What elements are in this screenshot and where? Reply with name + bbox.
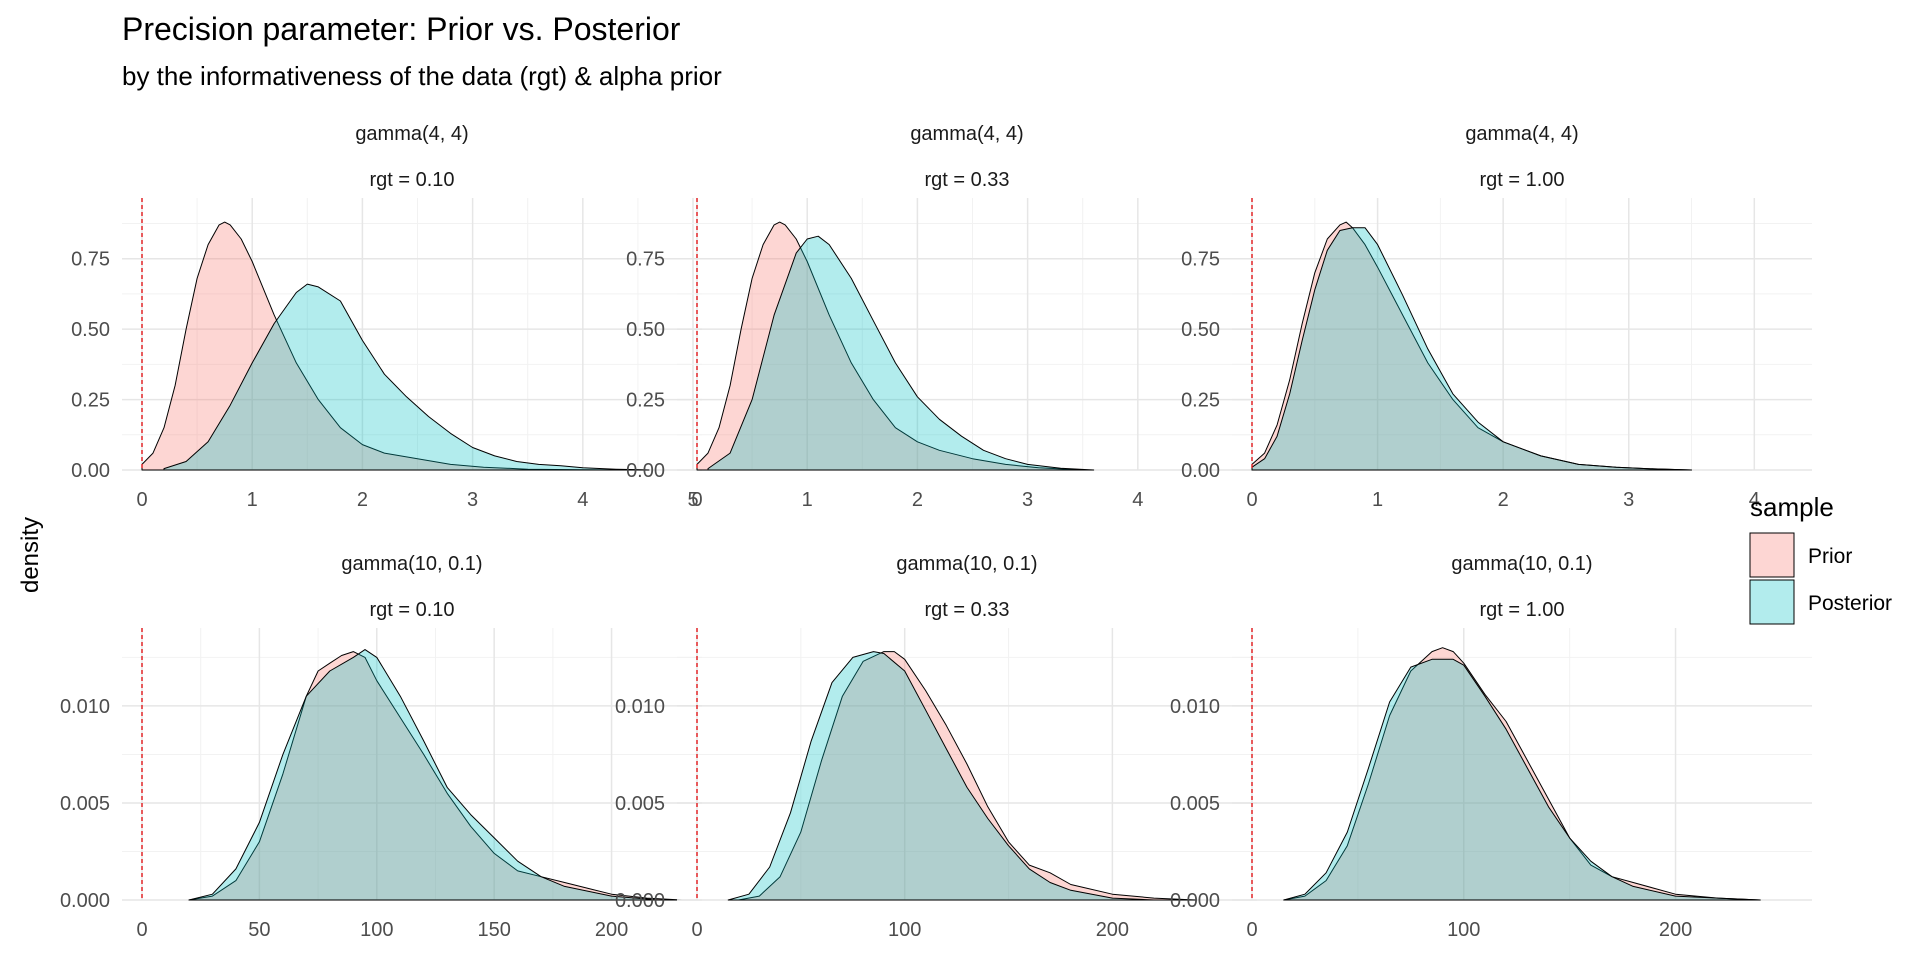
density-area-posterior — [163, 283, 650, 471]
x-tick-label: 0 — [136, 919, 147, 941]
panels-layer: gamma(4, 4) rgt = 0.10 0 1 2 3 4 5 0.00 0.25 0.50 0… — [60, 123, 1812, 941]
y-axis-title: density — [17, 517, 44, 593]
density-area-posterior — [707, 235, 1095, 471]
y-tick-label: 0.005 — [60, 793, 110, 815]
y-tick-label: 0.25 — [626, 390, 665, 412]
x-tick-label: 5 — [687, 489, 698, 511]
x-tick-label: 0 — [136, 489, 147, 511]
x-tick-label: 4 — [577, 489, 588, 511]
strip-label: rgt = 0.10 — [369, 169, 454, 191]
density-area-posterior — [1251, 227, 1692, 471]
density-area-prior — [1283, 647, 1761, 901]
legend-title: sample — [1750, 492, 1834, 522]
y-tick-label: 0.010 — [615, 696, 665, 718]
strip-label: rgt = 0.33 — [924, 599, 1009, 621]
x-tick-label: 0 — [1246, 489, 1257, 511]
y-tick-label: 0.25 — [1181, 390, 1220, 412]
y-tick-label: 0.75 — [71, 249, 110, 271]
y-tick-label: 0.00 — [1181, 460, 1220, 482]
legend-key-posterior — [1749, 579, 1795, 625]
y-tick-label: 0.50 — [626, 319, 665, 341]
panel-1: gamma(4, 4) rgt = 0.10 0 1 2 3 4 5 0.00 0.25 0.50 0… — [71, 123, 702, 511]
x-tick-label: 0 — [691, 919, 702, 941]
y-tick-label: 0.50 — [1181, 319, 1220, 341]
x-tick-label: 0 — [1246, 919, 1257, 941]
y-tick-label: 0.000 — [615, 890, 665, 912]
y-tick-label: 0.005 — [1170, 793, 1220, 815]
x-tick-label: 3 — [467, 489, 478, 511]
x-tick-label: 2 — [912, 489, 923, 511]
x-tick-label: 2 — [357, 489, 368, 511]
strip-label: gamma(10, 0.1) — [341, 553, 482, 575]
x-tick-label: 200 — [1096, 919, 1129, 941]
strip-label: rgt = 0.33 — [924, 169, 1009, 191]
strip-label: gamma(4, 4) — [1465, 123, 1578, 145]
panel-6: gamma(10, 0.1) rgt = 1.00 0 100 200 0.000 0.00… — [1170, 553, 1812, 941]
density-area-prior — [738, 651, 1196, 901]
x-tick-label: 3 — [1623, 489, 1634, 511]
chart-title: Precision parameter: Prior vs. Posterior — [122, 11, 681, 47]
x-tick-label: 200 — [595, 919, 628, 941]
y-tick-label: 0.50 — [71, 319, 110, 341]
y-tick-label: 0.000 — [60, 890, 110, 912]
x-tick-label: 150 — [477, 919, 510, 941]
density-area-posterior — [1283, 658, 1761, 901]
x-tick-label: 100 — [888, 919, 921, 941]
x-tick-label: 0 — [691, 489, 702, 511]
density-area-prior — [188, 651, 683, 901]
x-tick-label: 1 — [1372, 489, 1383, 511]
strip-label: gamma(10, 0.1) — [1451, 553, 1592, 575]
strip-label: gamma(4, 4) — [910, 123, 1023, 145]
y-tick-label: 0.005 — [615, 793, 665, 815]
y-tick-label: 0.010 — [1170, 696, 1220, 718]
y-tick-label: 0.75 — [1181, 249, 1220, 271]
x-tick-label: 1 — [802, 489, 813, 511]
legend-key-prior — [1749, 532, 1795, 578]
panel-4: gamma(10, 0.1) rgt = 0.10 0 50 100 150 200 0.00… — [60, 553, 702, 941]
x-tick-label: 50 — [248, 919, 270, 941]
x-tick-label: 100 — [1447, 919, 1480, 941]
strip-label: rgt = 1.00 — [1479, 599, 1564, 621]
x-tick-label: 2 — [1498, 489, 1509, 511]
x-tick-label: 200 — [1659, 919, 1692, 941]
y-tick-label: 0.75 — [626, 249, 665, 271]
y-tick-label: 0.25 — [71, 390, 110, 412]
panel-3: gamma(4, 4) rgt = 1.00 0 1 2 3 4 0.00 0.25 0.50 0.… — [1181, 123, 1812, 511]
chart-subtitle: by the informativeness of the data (rgt)… — [122, 61, 722, 91]
density-area-prior — [141, 221, 650, 471]
y-tick-label: 0.000 — [1170, 890, 1220, 912]
strip-label: rgt = 1.00 — [1479, 169, 1564, 191]
density-area-prior — [696, 221, 1084, 471]
x-tick-label: 4 — [1749, 489, 1760, 511]
y-tick-label: 0.010 — [60, 696, 110, 718]
panel-5: gamma(10, 0.1) rgt = 0.33 0 100 200 0.000 0.00… — [615, 553, 1257, 941]
x-tick-label: 1 — [247, 489, 258, 511]
panel-2: gamma(4, 4) rgt = 0.33 0 1 2 3 4 0.00 0.25 0.50 0.… — [626, 123, 1257, 511]
y-tick-label: 0.00 — [626, 460, 665, 482]
x-tick-label: 3 — [1022, 489, 1033, 511]
density-area-posterior — [188, 649, 659, 901]
x-tick-label: 4 — [1132, 489, 1143, 511]
strip-label: gamma(10, 0.1) — [896, 553, 1037, 575]
legend-label-posterior: Posterior — [1808, 592, 1892, 615]
x-tick-label: 100 — [360, 919, 393, 941]
strip-label: gamma(4, 4) — [355, 123, 468, 145]
y-tick-label: 0.00 — [71, 460, 110, 482]
legend-label-prior: Prior — [1808, 545, 1852, 568]
legend: sample Prior Posterior — [1749, 492, 1892, 625]
density-area-posterior — [727, 651, 1155, 901]
strip-label: rgt = 0.10 — [369, 599, 454, 621]
